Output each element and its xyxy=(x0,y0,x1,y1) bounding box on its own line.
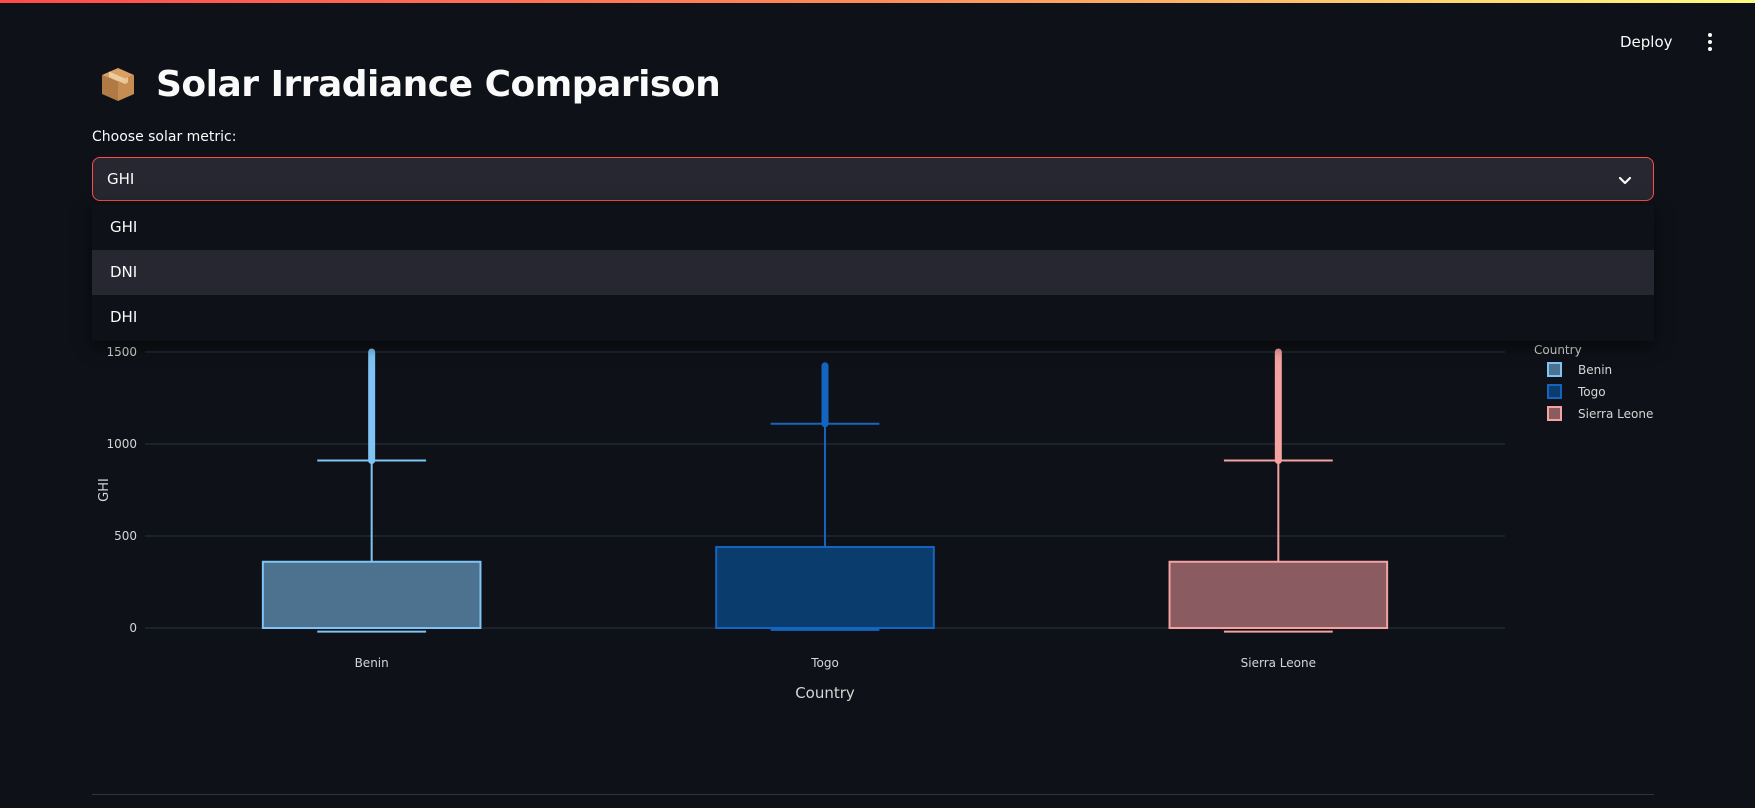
deploy-button[interactable]: Deploy xyxy=(1620,33,1673,51)
metric-option-dni[interactable]: DNI xyxy=(92,250,1654,295)
legend-title: Country xyxy=(1534,343,1582,357)
metric-option-dhi[interactable]: DHI xyxy=(110,308,138,326)
y-tick-label-0: 0 xyxy=(129,621,137,635)
box-benin xyxy=(261,348,482,633)
x-tick-label-0: Benin xyxy=(355,656,389,670)
legend-label-2: Sierra Leone xyxy=(1578,407,1653,421)
metric-select[interactable]: GHI xyxy=(92,157,1654,201)
metric-select-value: GHI xyxy=(107,170,135,188)
metric-select-label: Choose solar metric: xyxy=(92,129,237,145)
x-tick-label-1: Togo xyxy=(810,656,839,670)
legend-label-1: Togo xyxy=(1577,385,1606,399)
box-sierra-leone xyxy=(1168,348,1389,633)
header-decoration-bar xyxy=(0,0,1755,3)
box-body-1 xyxy=(715,546,935,629)
legend-swatch-0 xyxy=(1547,362,1562,377)
box-togo xyxy=(715,362,935,631)
package-icon xyxy=(102,68,134,101)
x-axis-title: Country xyxy=(795,684,855,702)
page-title: Solar Irradiance Comparison xyxy=(156,63,721,105)
legend-swatch-2 xyxy=(1547,406,1562,421)
y-tick-label-2: 1000 xyxy=(106,437,137,451)
y-tick-label-1: 500 xyxy=(114,529,137,543)
kebab-menu-icon[interactable] xyxy=(1700,28,1720,56)
legend-label-0: Benin xyxy=(1578,363,1612,377)
x-tick-label-2: Sierra Leone xyxy=(1241,656,1316,670)
page-header: Solar Irradiance Comparison xyxy=(98,58,721,110)
metric-option-ghi[interactable]: GHI xyxy=(110,218,138,236)
y-tick-label-3: 1500 xyxy=(106,345,137,359)
divider xyxy=(92,794,1654,795)
box-body-0 xyxy=(261,560,482,630)
legend-swatch-1 xyxy=(1547,384,1562,399)
y-axis-title: GHI xyxy=(97,478,112,502)
metric-dropdown-menu: GHI DNI DHI xyxy=(92,205,1654,341)
box-body-2 xyxy=(1168,560,1389,630)
chevron-down-icon xyxy=(1618,176,1632,185)
